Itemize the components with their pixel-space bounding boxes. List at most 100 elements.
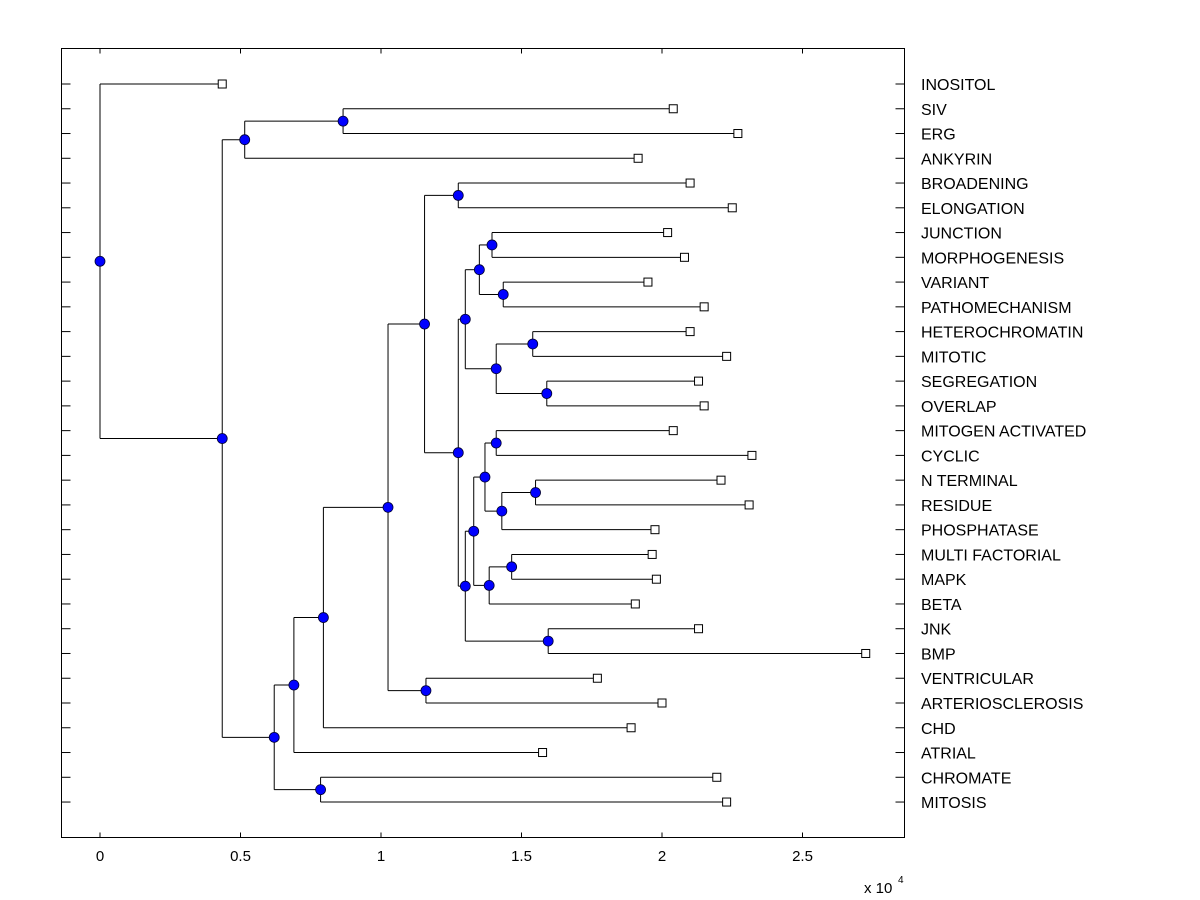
node-marker: [288, 679, 300, 691]
leaf-labels: INOSITOL SIV ERG ANKYRIN BROADENING ELONGATIO…: [921, 77, 1086, 812]
node-marker: [497, 289, 509, 300]
leaf-label: CHROMATE: [921, 770, 1011, 787]
x-tick-label: 1: [377, 848, 385, 865]
leaf-label: BMP: [921, 646, 956, 663]
leaf-marker: [643, 277, 653, 287]
leaf-label: MAPK: [921, 572, 967, 589]
leaf-marker: [716, 475, 726, 485]
leaf-markers: [217, 79, 871, 807]
leaf-marker: [647, 549, 657, 559]
node-marker: [315, 784, 326, 796]
leaf-marker: [217, 79, 227, 89]
node-marker: [452, 447, 464, 459]
leaf-label: RESIDUE: [921, 498, 992, 515]
node-marker: [527, 338, 539, 350]
leaf-label: VENTRICULAR: [921, 671, 1034, 688]
leaf-label: CHD: [921, 721, 956, 738]
node-marker: [459, 580, 471, 592]
x-tick-label: 1.5: [511, 848, 532, 865]
leaf-marker: [592, 673, 602, 683]
node-marker: [542, 635, 554, 647]
node-marker: [490, 363, 502, 375]
leaf-marker: [712, 772, 722, 782]
leaf-marker: [651, 574, 661, 584]
x-tick-labels: 0 0.5 1 1.5 2 2.5: [96, 848, 813, 865]
node-marker: [486, 239, 498, 251]
leaf-label: BETA: [921, 597, 962, 614]
leaf-marker: [633, 153, 643, 163]
leaf-marker: [744, 500, 754, 510]
leaf-marker: [657, 698, 667, 708]
node-marker: [541, 388, 553, 399]
node-marker: [268, 731, 280, 743]
node-marker: [506, 561, 518, 573]
leaf-marker: [727, 203, 737, 213]
leaf-label: MITOTIC: [921, 349, 986, 366]
x-tick-label: 2.5: [792, 848, 813, 865]
leaf-marker: [733, 129, 743, 139]
node-marker: [530, 487, 541, 498]
leaf-label: MITOSIS: [921, 795, 987, 812]
leaf-marker: [694, 376, 704, 386]
node-marker: [496, 505, 508, 517]
leaf-marker: [663, 228, 673, 238]
axes-frame: [61, 48, 905, 838]
leaf-label: ATRIAL: [921, 746, 976, 763]
leaf-label: ANKYRIN: [921, 151, 992, 168]
leaf-marker: [630, 599, 640, 609]
node-marker: [473, 264, 485, 276]
leaf-label: JUNCTION: [921, 226, 1002, 243]
leaf-marker: [699, 302, 709, 312]
leaf-marker: [861, 648, 871, 658]
leaf-label: MORPHOGENESIS: [921, 250, 1064, 267]
leaf-marker: [722, 797, 732, 807]
node-markers: [94, 115, 554, 796]
leaf-marker: [668, 426, 678, 436]
leaf-label: SIV: [921, 102, 947, 119]
node-marker: [317, 612, 329, 623]
leaf-marker: [685, 178, 695, 188]
node-marker: [419, 318, 430, 330]
x-tick-label: 2: [658, 848, 666, 865]
leaf-label: JNK: [921, 622, 952, 639]
leaf-label: VARIANT: [921, 275, 989, 292]
leaf-label: HETEROCHROMATIN: [921, 325, 1083, 342]
leaf-label: N TERMINAL: [921, 473, 1018, 490]
node-marker: [216, 433, 228, 444]
node-marker: [459, 313, 471, 325]
node-marker: [337, 115, 349, 127]
leaf-marker: [679, 252, 689, 262]
leaf-label: PHOSPHATASE: [921, 523, 1039, 540]
leaf-marker: [626, 723, 636, 733]
leaf-label: MULTI FACTORIAL: [921, 547, 1061, 564]
leaf-marker: [694, 624, 704, 634]
leaf-label: PATHOMECHANISM: [921, 300, 1072, 317]
axis-ticks: [61, 48, 905, 838]
node-marker: [94, 255, 106, 267]
leaf-label: CYCLIC: [921, 448, 980, 465]
node-marker: [490, 437, 502, 449]
node-marker: [468, 525, 480, 537]
leaf-marker: [650, 525, 660, 535]
node-marker: [382, 501, 394, 513]
x-exponent-label: x 10: [864, 880, 892, 897]
leaf-marker: [685, 327, 695, 337]
x-tick-label: 0.5: [230, 848, 251, 865]
leaf-marker: [747, 450, 757, 460]
leaf-label: OVERLAP: [921, 399, 997, 416]
leaf-label: ELONGATION: [921, 201, 1025, 218]
leaf-label: BROADENING: [921, 176, 1029, 193]
node-marker: [479, 471, 491, 483]
leaf-marker: [699, 401, 709, 411]
node-marker: [239, 134, 251, 146]
leaf-label: SEGREGATION: [921, 374, 1037, 391]
x-exponent-power: 4: [898, 875, 904, 886]
node-marker: [452, 190, 464, 201]
leaf-marker: [538, 748, 548, 758]
leaf-label: ARTERIOSCLEROSIS: [921, 696, 1083, 713]
leaf-label: INOSITOL: [921, 77, 995, 94]
leaf-marker: [668, 104, 678, 114]
dendrogram-edges: [99, 83, 866, 803]
leaf-label: MITOGEN ACTIVATED: [921, 424, 1086, 441]
node-marker: [483, 579, 495, 591]
